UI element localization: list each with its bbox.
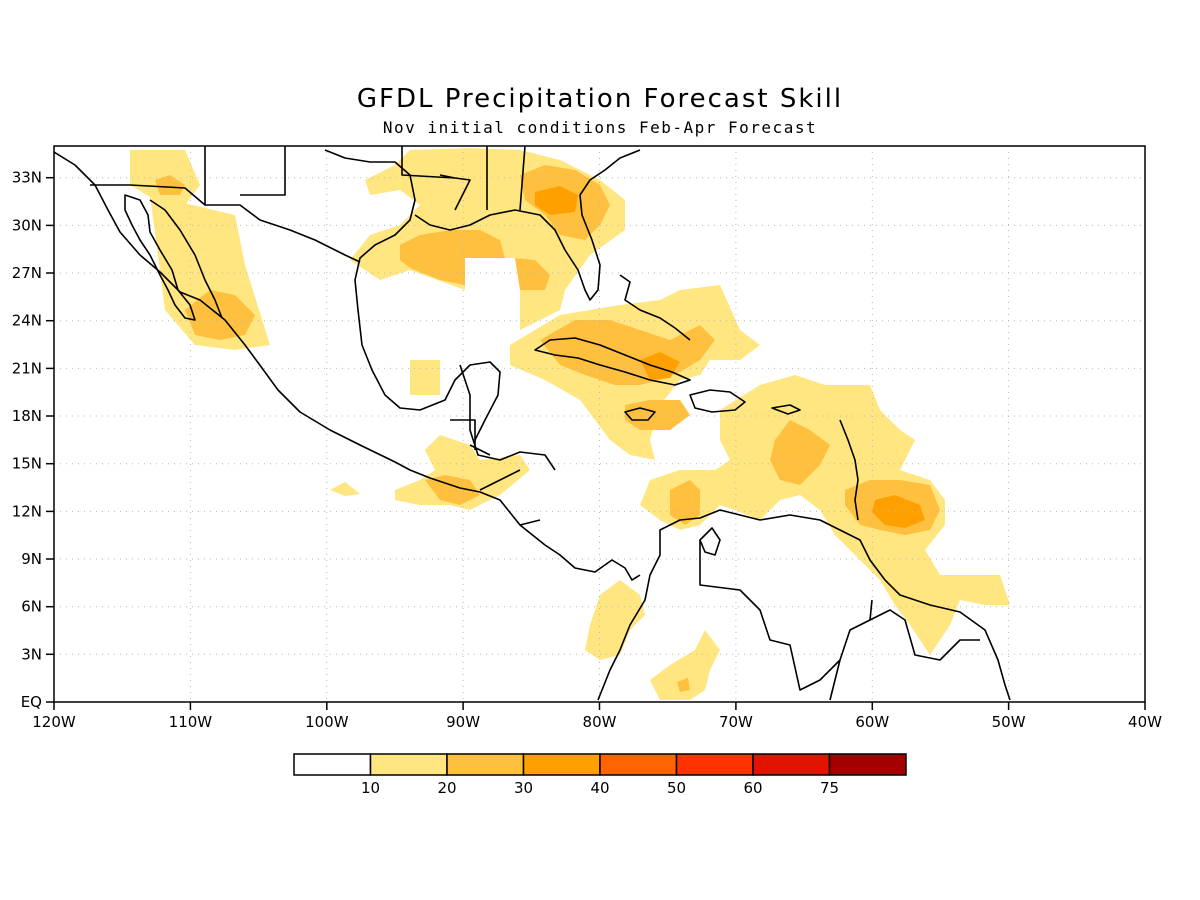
x-tick-label: 120W	[32, 713, 76, 731]
us-state-lines	[204, 146, 526, 211]
skill-region-lesser-antilles	[640, 375, 1010, 655]
south-america-coast	[597, 509, 1011, 701]
legend-label: 75	[820, 779, 839, 797]
x-tick-label: 60W	[855, 713, 889, 731]
cuba	[534, 337, 691, 386]
colorbar-box	[522, 753, 601, 776]
y-tick-label: 27N	[12, 264, 42, 282]
x-tick-label: 70W	[719, 713, 753, 731]
skill-region-caribbean	[625, 400, 690, 430]
y-tick-label: 6N	[21, 598, 42, 616]
skill-region-georgia	[535, 186, 578, 215]
skill-region-yucatan-west	[410, 360, 440, 395]
coastlines	[54, 146, 1011, 701]
y-tick-label: 18N	[12, 407, 42, 425]
us-mexico-border	[90, 184, 361, 263]
y-tick-labels: EQ 3N 6N 9N 12N 15N 18N 21N 24N 27N 30N …	[12, 169, 42, 711]
us-gulf-coast	[414, 149, 641, 301]
skill-level-30-40	[535, 186, 925, 528]
skill-region-cuba-east	[640, 352, 680, 380]
skill-region-honduras	[425, 475, 480, 505]
north-america-coast	[54, 151, 641, 581]
skill-region-honduras	[395, 435, 530, 510]
x-tick-labels: 120W 110W 100W 90W 80W 70W 60W 50W 40W	[32, 713, 1162, 731]
skill-region-baja	[155, 175, 185, 195]
skill-region-lesser-antilles	[770, 420, 830, 485]
legend-label: 50	[667, 779, 686, 797]
y-tick-label: 33N	[12, 169, 42, 187]
legend-label: 10	[361, 779, 380, 797]
legend-label: 60	[743, 779, 762, 797]
skill-region-south-america	[677, 678, 690, 692]
x-tick-label: 80W	[583, 713, 617, 731]
map-title: GFDL Precipitation Forecast Skill	[356, 84, 844, 114]
skill-shading	[130, 148, 1010, 700]
colorbar-legend: 10 20 30 40 50 60 75	[293, 753, 907, 797]
baja-peninsula	[124, 194, 196, 321]
map-subtitle: Nov initial conditions Feb-Apr Forecast	[382, 118, 818, 137]
x-tick-label: 110W	[169, 713, 213, 731]
bahamas	[619, 274, 691, 341]
skill-region-colombia	[670, 480, 700, 525]
lesser-antilles	[839, 419, 859, 521]
skill-region-colombia-pacific	[585, 580, 645, 660]
jamaica	[624, 407, 656, 421]
axis-ticks	[46, 176, 1146, 710]
x-tick-label: 90W	[446, 713, 480, 731]
y-tick-label: 30N	[12, 216, 42, 234]
puerto-rico	[771, 404, 801, 415]
central-america-borders	[450, 419, 541, 526]
y-tick-label: 3N	[21, 645, 42, 663]
y-tick-label: 24N	[12, 312, 42, 330]
colorbar-box	[293, 753, 372, 776]
y-tick-label: 12N	[12, 502, 42, 520]
x-tick-label: 50W	[992, 713, 1026, 731]
legend-label: 30	[514, 779, 533, 797]
hispaniola	[689, 389, 746, 413]
colorbar-box	[446, 753, 525, 776]
colorbar-box	[828, 753, 907, 776]
skill-region-pacific-small	[330, 482, 360, 496]
skill-region-baja	[400, 230, 505, 285]
x-tick-label: 40W	[1128, 713, 1162, 731]
colorbar-box	[599, 753, 678, 776]
y-tick-label: EQ	[21, 693, 42, 711]
skill-region-south-america	[650, 630, 720, 700]
legend-label: 20	[437, 779, 456, 797]
y-tick-label: 21N	[12, 359, 42, 377]
yucatan-coast	[459, 364, 556, 471]
skill-region-baja	[515, 258, 550, 290]
y-tick-label: 15N	[12, 455, 42, 473]
y-tick-label: 9N	[21, 550, 42, 568]
legend-label: 40	[590, 779, 609, 797]
south-america-borders	[699, 540, 980, 701]
colorbar-box	[752, 753, 831, 776]
colorbar-box	[675, 753, 754, 776]
gulf-of-california	[149, 199, 223, 319]
x-tick-label: 100W	[305, 713, 349, 731]
maracaibo	[699, 527, 721, 556]
colorbar-box	[369, 753, 448, 776]
skill-region-atlantic	[872, 495, 925, 528]
